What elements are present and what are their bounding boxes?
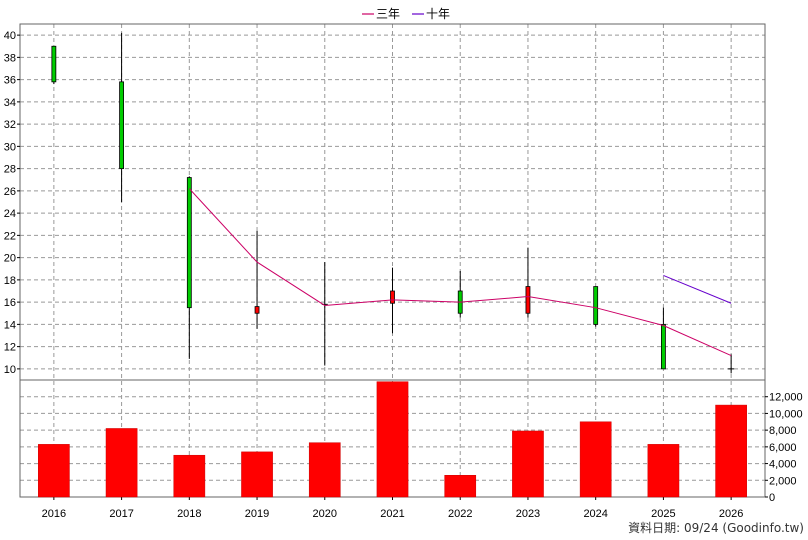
candle-body — [525, 286, 531, 314]
price-tick-label: 30 — [4, 141, 16, 153]
candle-body — [186, 177, 192, 309]
x-tick-label: 2018 — [177, 508, 201, 520]
price-tick-label: 34 — [4, 97, 16, 109]
volume-bars — [38, 381, 747, 498]
price-tick-label: 10 — [4, 364, 16, 376]
x-tick-label: 2023 — [516, 508, 540, 520]
candle — [51, 45, 57, 85]
candle — [186, 176, 192, 359]
candle — [661, 307, 666, 370]
candle-body — [119, 81, 124, 170]
candle — [321, 262, 328, 366]
volume-bar — [512, 430, 544, 498]
volume-bar — [38, 444, 70, 498]
series-line — [188, 188, 732, 356]
price-tick-label: 36 — [4, 75, 16, 87]
candle-body — [593, 286, 599, 325]
volume-axis: 0 2,000 4,000 6,000 8,000 10,000 12,000 — [765, 392, 803, 504]
x-tick-label: 2017 — [109, 508, 133, 520]
volume-bar — [173, 454, 206, 498]
price-tick-label: 32 — [4, 119, 16, 131]
x-tick-label: 2020 — [313, 508, 337, 520]
price-tick-label: 14 — [4, 319, 16, 331]
volume-tick-label: 8,000 — [769, 425, 797, 437]
volume-bar — [105, 428, 138, 498]
x-tick-label: 2026 — [719, 508, 743, 520]
x-tick-label: 2021 — [380, 508, 404, 520]
candle-body — [254, 306, 260, 314]
candle-body — [51, 45, 57, 83]
volume-bar — [444, 475, 477, 498]
volume-bar — [715, 404, 747, 498]
price-tick-label: 18 — [4, 275, 16, 287]
volume-tick-label: 10,000 — [769, 408, 803, 420]
candle — [457, 270, 463, 318]
legend-label: 十年 — [426, 7, 450, 21]
candle — [254, 230, 260, 329]
candle — [525, 247, 531, 318]
price-tick-label: 38 — [4, 52, 16, 64]
volume-tick-label: 6,000 — [769, 442, 797, 454]
candle — [119, 32, 124, 202]
price-tick-label: 26 — [4, 186, 16, 198]
price-tick-label: 28 — [4, 164, 16, 176]
legend: 三年 十年 — [362, 7, 450, 21]
candle-body — [661, 323, 666, 370]
candlesticks — [51, 32, 735, 374]
x-tick-label: 2024 — [583, 508, 607, 520]
data-credit: 資料日期: 09/24 (Goodinfo.tw) — [628, 521, 804, 535]
volume-tick-label: 2,000 — [769, 475, 797, 487]
price-axis: 10 12 14 16 18 20 22 24 26 28 30 32 34 36 38 40 — [4, 30, 20, 376]
x-axis: 2016 2017 2018 2019 2020 2021 2022 2023 2024 2025… — [42, 497, 743, 520]
candle — [728, 354, 735, 374]
candle — [593, 286, 599, 327]
x-tick-label: 2016 — [42, 508, 66, 520]
volume-bar — [308, 442, 341, 498]
price-tick-label: 22 — [4, 230, 16, 242]
volume-tick-label: 0 — [769, 492, 775, 504]
candle-body — [390, 290, 395, 304]
legend-label: 三年 — [376, 7, 400, 21]
price-tick-label: 24 — [4, 208, 16, 220]
volume-bar — [376, 381, 409, 498]
volume-tick-label: 12,000 — [769, 392, 803, 404]
series-line — [663, 274, 732, 304]
x-tick-label: 2022 — [448, 508, 472, 520]
x-tick-label: 2019 — [245, 508, 269, 520]
volume-bar — [647, 444, 680, 498]
x-tick-label: 2025 — [651, 508, 675, 520]
volume-bar — [579, 421, 612, 498]
price-tick-label: 40 — [4, 30, 16, 42]
volume-tick-label: 4,000 — [769, 459, 797, 471]
volume-bar — [241, 451, 273, 498]
candle — [390, 267, 395, 334]
price-tick-label: 16 — [4, 297, 16, 309]
price-tick-label: 20 — [4, 253, 16, 265]
price-tick-label: 12 — [4, 342, 16, 354]
moving-average-lines — [188, 188, 732, 356]
